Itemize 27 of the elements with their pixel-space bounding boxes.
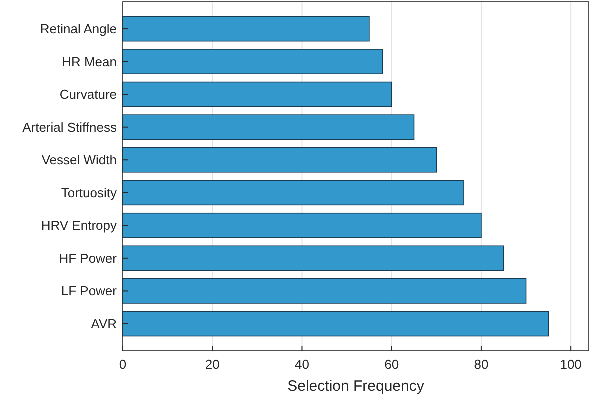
bar: [122, 114, 415, 140]
x-tick-label: 100: [560, 357, 582, 372]
y-tick-label: HF Power: [59, 250, 118, 266]
x-tick-label: 0: [119, 357, 127, 372]
bar: [122, 180, 464, 206]
bar: [122, 82, 392, 108]
x-tick-label: 20: [205, 357, 220, 372]
x-tick-label: 40: [294, 357, 310, 372]
bar: [122, 49, 384, 74]
y-tick-label: Arterial Stiffness: [22, 120, 118, 135]
x-axis-title: Selection Frequency: [288, 378, 425, 395]
y-tick-label: Vessel Width: [42, 152, 117, 168]
y-tick-label: HRV Entropy: [41, 218, 118, 234]
y-tick-label: AVR: [91, 316, 117, 332]
y-tick-label: Curvature: [60, 87, 117, 102]
x-tick-label: 80: [474, 357, 489, 372]
bar: [122, 16, 370, 42]
y-tick-label: Retinal Angle: [40, 22, 117, 37]
bar: [122, 147, 438, 173]
bar: [122, 246, 504, 272]
y-tick-label: HR Mean: [62, 54, 117, 70]
bar: [122, 212, 482, 238]
x-tick-label: 60: [384, 357, 400, 372]
y-tick-label: Tortuosity: [61, 185, 118, 200]
bar: [122, 311, 550, 337]
bar: [122, 278, 527, 304]
y-tick-label: LF Power: [61, 284, 118, 299]
